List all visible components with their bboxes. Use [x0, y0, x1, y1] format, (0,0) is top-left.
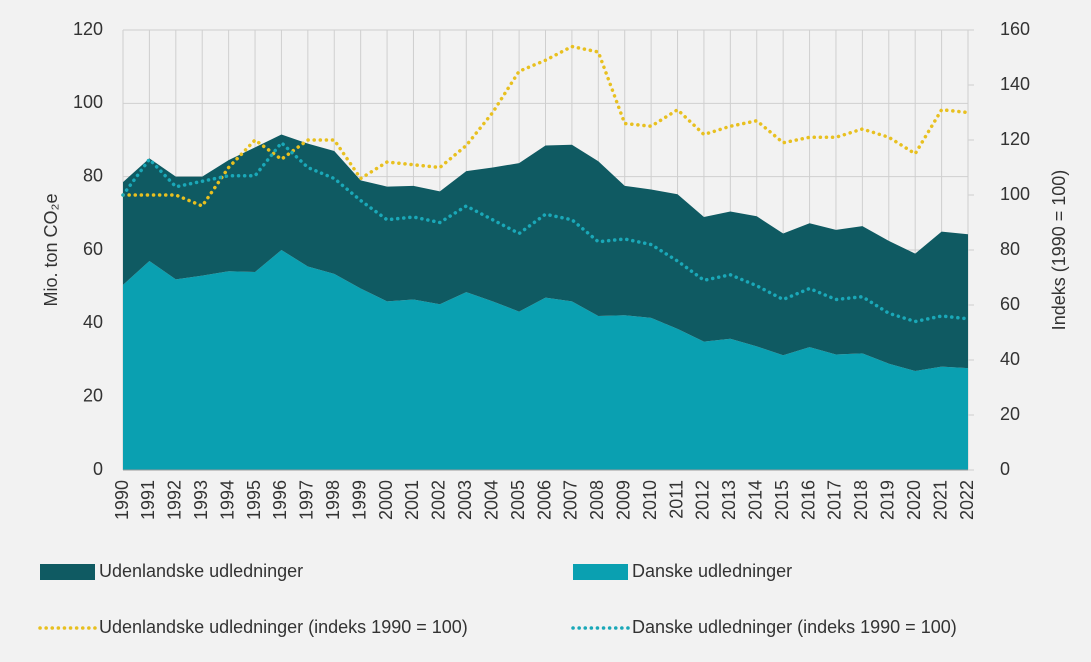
- y2-tick-label: 160: [1000, 19, 1030, 39]
- x-tick-label: 2016: [798, 480, 818, 520]
- y-tick-label: 80: [83, 165, 103, 185]
- y-tick-label: 40: [83, 312, 103, 332]
- x-tick-label: 2007: [561, 480, 581, 520]
- y2-tick-label: 0: [1000, 459, 1010, 479]
- x-tick-label: 2018: [851, 480, 871, 520]
- x-tick-label: 1994: [217, 480, 237, 520]
- y2-axis-label: Indeks (1990 = 100): [1049, 170, 1069, 331]
- y-tick-label: 20: [83, 385, 103, 405]
- legend-swatch: [40, 564, 95, 580]
- x-tick-label: 2014: [746, 480, 766, 520]
- x-tick-label: 1996: [270, 480, 290, 520]
- y2-tick-label: 120: [1000, 129, 1030, 149]
- x-tick-label: 1998: [323, 480, 343, 520]
- y-tick-label: 0: [93, 459, 103, 479]
- x-tick-label: 2003: [455, 480, 475, 520]
- x-tick-label: 2010: [640, 480, 660, 520]
- index-line: [121, 44, 970, 209]
- x-tick-label: 2020: [904, 480, 924, 520]
- x-tick-label: 2008: [587, 480, 607, 520]
- x-tick-label: 2012: [693, 480, 713, 520]
- x-tick-label: 1991: [138, 480, 158, 520]
- x-tick-label: 2002: [429, 480, 449, 520]
- x-tick-label: 2001: [402, 480, 422, 520]
- y2-tick-label: 40: [1000, 349, 1020, 369]
- x-tick-label: 2011: [666, 480, 686, 519]
- x-tick-label: 2005: [508, 480, 528, 520]
- y2-tick-label: 60: [1000, 294, 1020, 314]
- x-tick-label: 2019: [878, 480, 898, 520]
- x-tick-label: 1990: [112, 480, 132, 520]
- area: [123, 250, 968, 470]
- legend-swatch: [573, 564, 628, 580]
- index-line: [121, 140, 970, 324]
- legend-label: Udenlandske udledninger (indeks 1990 = 1…: [99, 617, 468, 637]
- y-axis-label: Mio. ton CO₂e: [41, 193, 61, 306]
- y-tick-label: 60: [83, 239, 103, 259]
- x-tick-label: 2021: [930, 480, 950, 520]
- y2-tick-label: 100: [1000, 184, 1030, 204]
- y2-tick-label: 20: [1000, 404, 1020, 424]
- y2-tick-label: 140: [1000, 74, 1030, 94]
- x-tick-label: 1999: [349, 480, 369, 520]
- area: [123, 134, 968, 371]
- x-tick-label: 2006: [534, 480, 554, 520]
- x-tick-label: 2017: [825, 480, 845, 520]
- legend-label: Danske udledninger: [632, 561, 792, 581]
- x-tick-label: 2000: [376, 480, 396, 520]
- y2-tick-label: 80: [1000, 239, 1020, 259]
- x-tick-label: 1993: [191, 480, 211, 520]
- x-tick-label: 2015: [772, 480, 792, 520]
- legend-label: Udenlandske udledninger: [99, 561, 303, 581]
- x-tick-label: 1995: [244, 480, 264, 520]
- x-tick-label: 2013: [719, 480, 739, 520]
- legend-label: Danske udledninger (indeks 1990 = 100): [632, 617, 957, 637]
- x-tick-label: 1992: [165, 480, 185, 520]
- x-tick-label: 2022: [957, 480, 977, 520]
- x-tick-label: 1997: [297, 480, 317, 520]
- y-tick-label: 100: [73, 92, 103, 112]
- x-tick-label: 2009: [613, 480, 633, 520]
- x-tick-label: 2004: [481, 480, 501, 520]
- y-tick-label: 120: [73, 19, 103, 39]
